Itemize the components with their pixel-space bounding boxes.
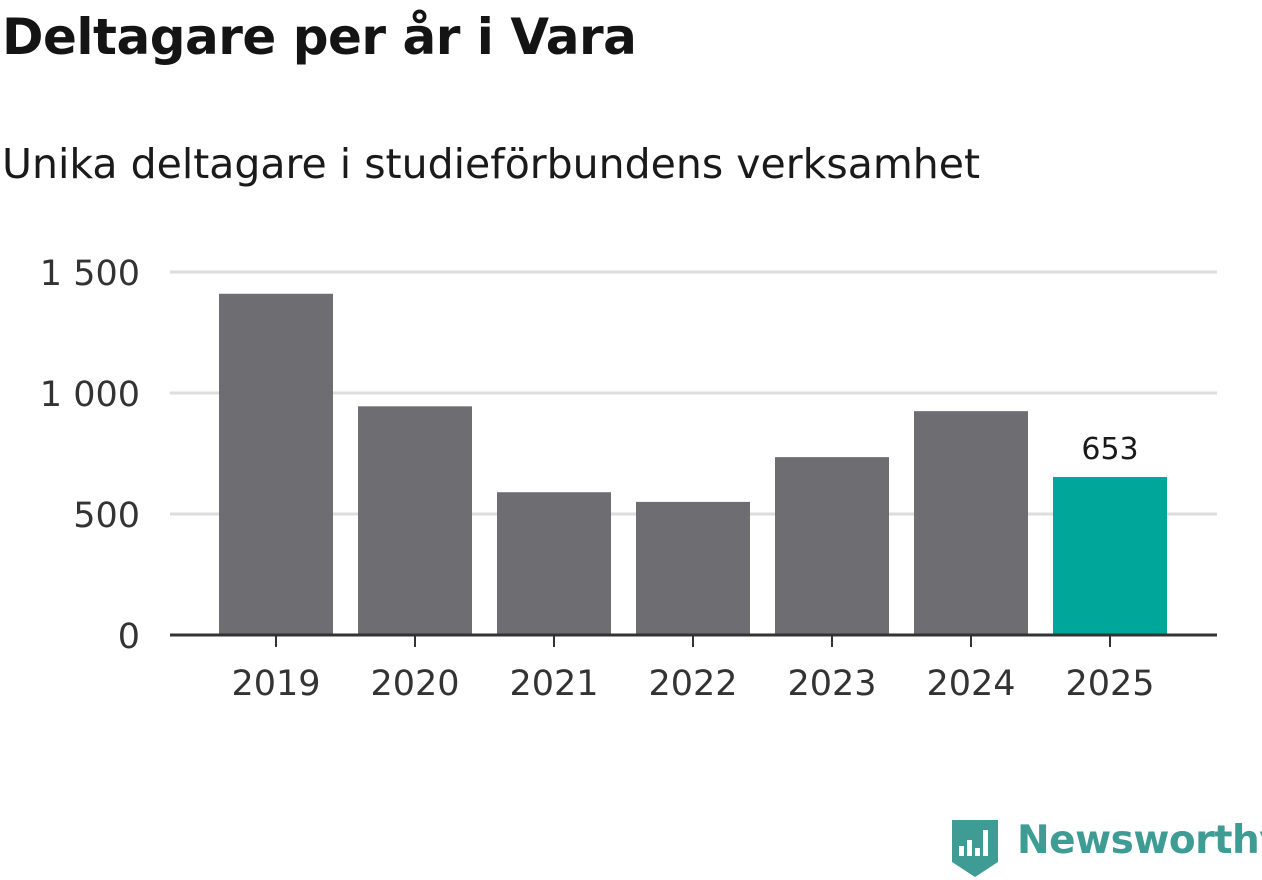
chart-title: Deltagare per år i Vara <box>2 8 637 66</box>
bar-2020 <box>358 406 472 635</box>
x-tick-label: 2025 <box>1065 664 1154 704</box>
bar-2025 <box>1053 476 1167 635</box>
x-tick-label: 2024 <box>926 664 1015 704</box>
bar-2024 <box>914 411 1028 635</box>
y-tick-label: 0 <box>118 617 140 657</box>
y-tick-label: 500 <box>73 496 140 536</box>
newsworthy-logo-icon <box>952 820 998 877</box>
data-label: 653 <box>1081 432 1138 467</box>
x-tick-label: 2023 <box>787 664 876 704</box>
bar-2019 <box>219 293 333 635</box>
x-tick-label: 2021 <box>509 664 598 704</box>
y-tick-label: 1 000 <box>40 375 140 415</box>
bar-2023 <box>775 457 889 635</box>
x-tick-label: 2019 <box>231 664 320 704</box>
bar-2022 <box>636 501 750 635</box>
newsworthy-logo[interactable]: Newsworthy <box>950 818 1262 880</box>
brand-name: Newsworthy <box>1017 818 1262 863</box>
chart-subtitle: Unika deltagare i studieförbundens verks… <box>2 140 981 188</box>
x-tick-label: 2022 <box>648 664 737 704</box>
y-tick-label: 1 500 <box>40 254 140 294</box>
bar-2021 <box>497 492 611 635</box>
x-tick-label: 2020 <box>370 664 459 704</box>
